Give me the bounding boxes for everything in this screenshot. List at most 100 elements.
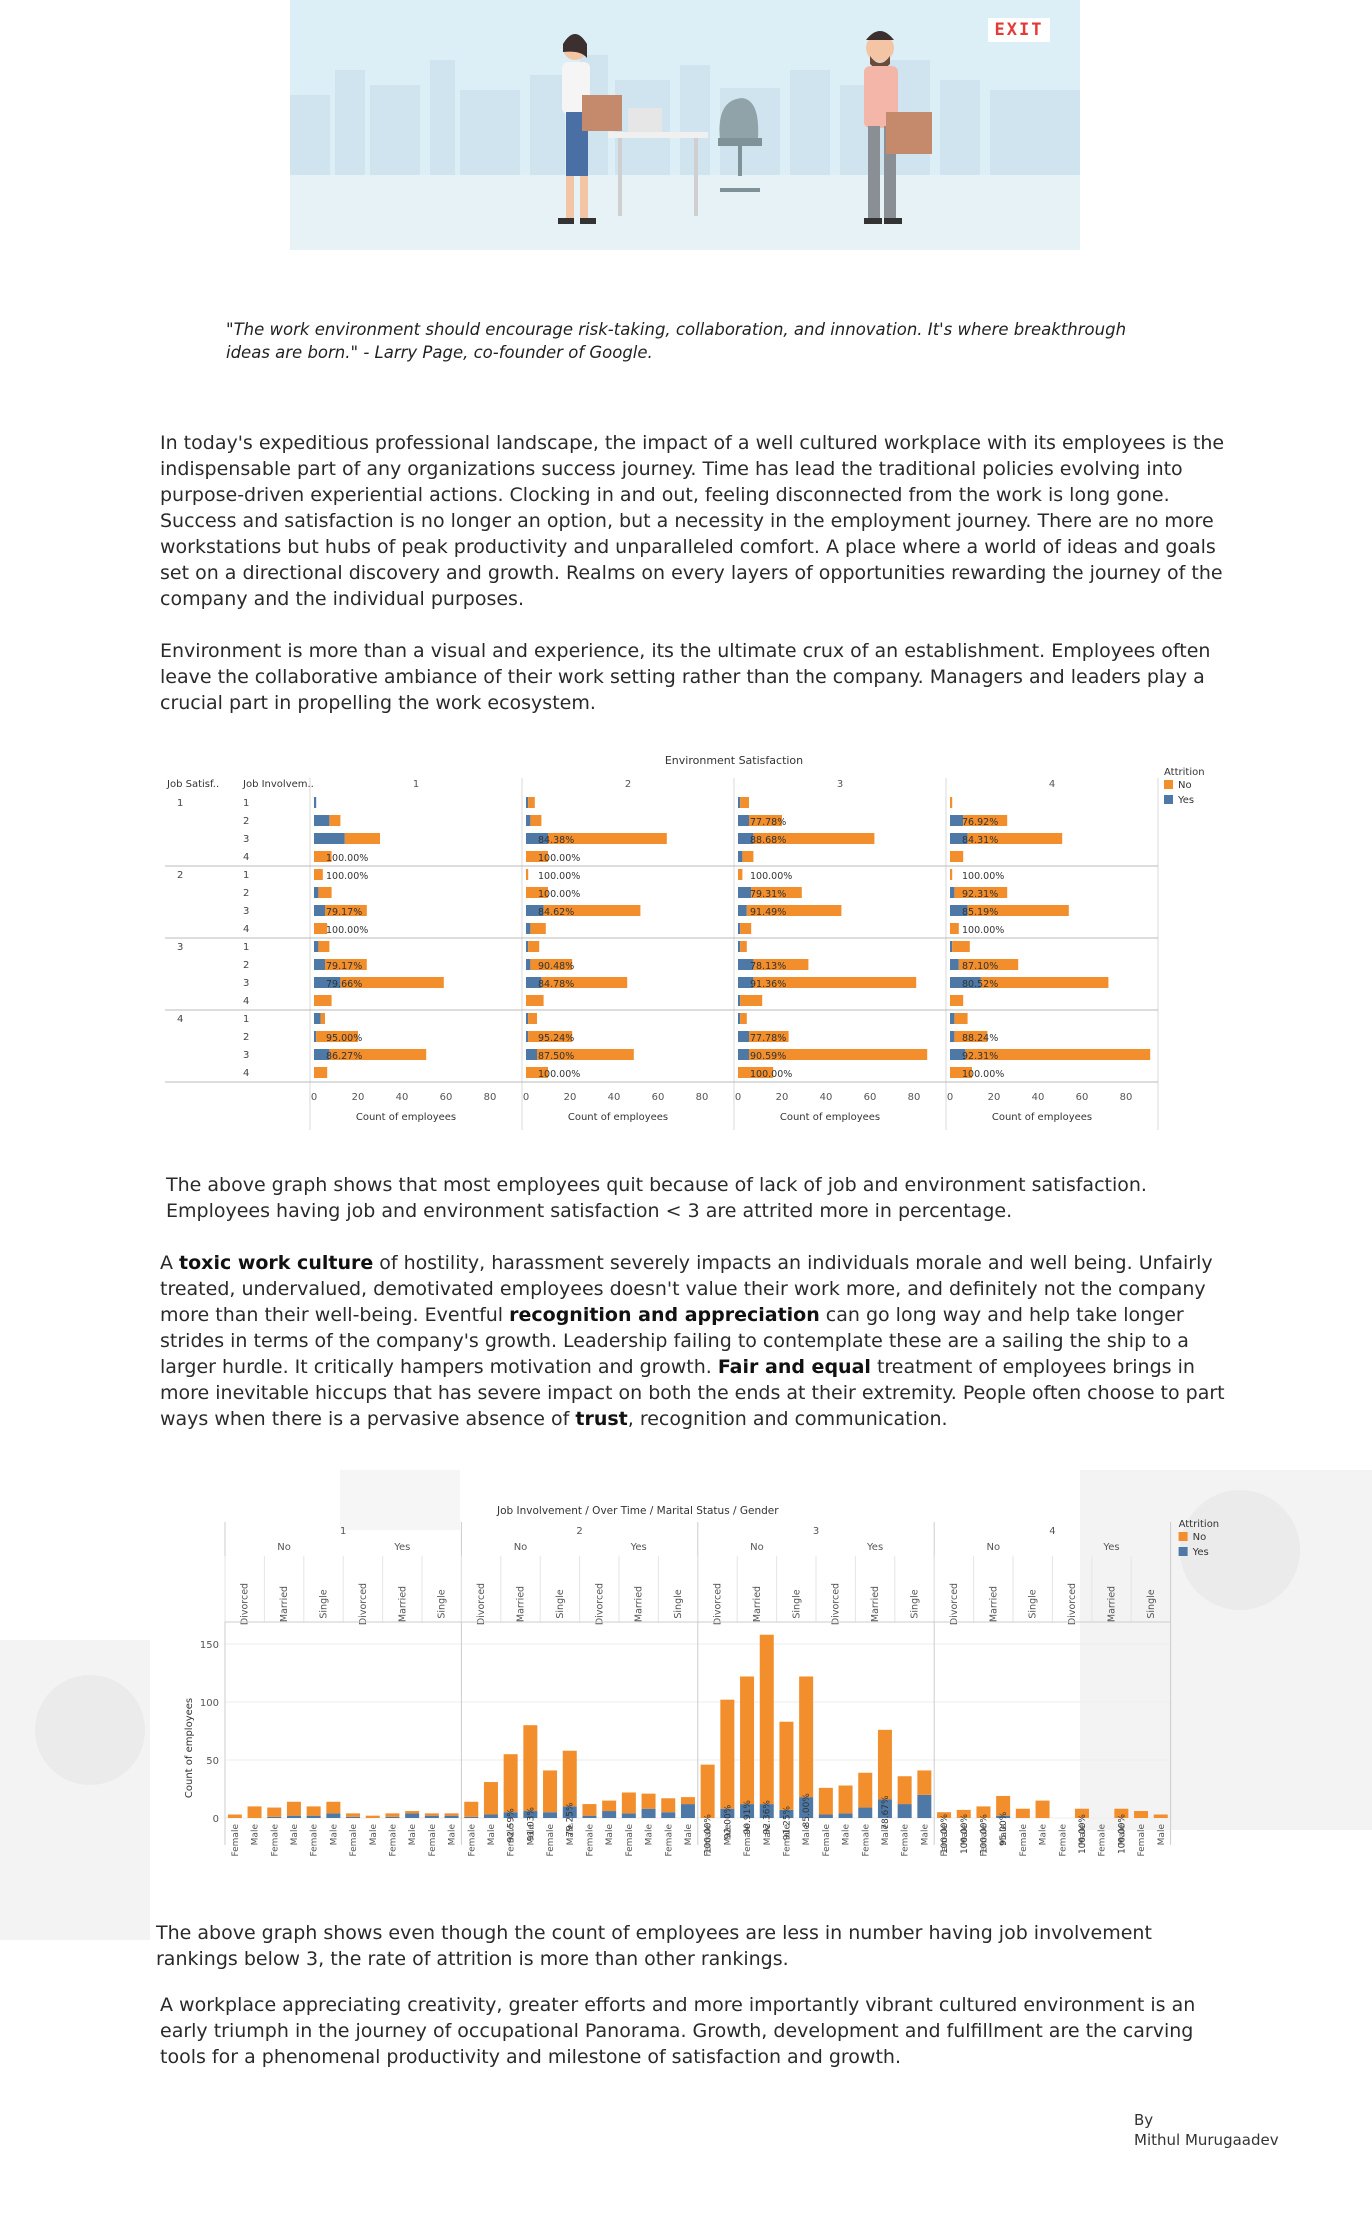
chart2-gender-label: Male [842,1824,852,1846]
chart2-bar-no [1074,1808,1089,1818]
chart2-bar-yes [720,1808,735,1818]
chart2-gender-label: Male [251,1824,261,1846]
chart1-row-group-label: 3 [177,942,183,953]
chart2-bar-no [424,1813,439,1816]
chart2-bar-no [858,1772,873,1808]
chart2-gender-label: Female [1019,1824,1029,1857]
chart1-row-label: 3 [243,834,249,845]
chart1-bar-yes [738,995,741,1006]
job-involvement-chart: Job Involvement / Over Time / Marital St… [184,1505,1220,1857]
chart2-gender-label: Male [1039,1824,1049,1846]
chart2-bar-yes [444,1815,459,1818]
chart2-overtime-header: Yes [866,1542,883,1553]
chart1-data-label: 95.24% [538,1033,574,1044]
chart2-bar-no [897,1776,912,1805]
chart1-row-label: 1 [243,798,249,809]
left-head-silhouette [35,1675,145,1785]
chart1-data-label: 79.17% [326,907,362,918]
office-exit-illustration [290,0,1080,250]
chart2-bar-no [267,1807,282,1817]
chart2-y-tick: 50 [206,1756,219,1767]
chart1-data-label: 79.66% [326,979,362,990]
chart2-bar-yes [562,1806,577,1818]
chart1-bar-yes [950,959,959,970]
chart2-bar-no [818,1787,833,1815]
chart2-data-label: 95.00% [999,1811,1009,1846]
culture-bold-4: trust [575,1408,628,1430]
chart2-bar-yes [996,1815,1011,1818]
chart1-bar-no [749,1049,928,1060]
chart2-marital-header: Divorced [1067,1583,1078,1625]
chart1-bar-no [753,959,809,970]
chart2-bar-no [877,1729,892,1800]
chart2-bar-yes [306,1815,321,1818]
chart1-x-tick: 0 [735,1092,741,1103]
chart1-data-label: 100.00% [326,871,368,882]
chart1-bar-yes [738,959,754,970]
chart2-bar-no [582,1804,597,1816]
chart1-row-group-label: 2 [177,870,183,881]
chart1-bar-yes [738,905,747,916]
chart2-marital-header: Married [752,1586,763,1622]
chart1-x-axis-label: Count of employees [568,1112,668,1123]
chart1-x-tick: 0 [523,1092,529,1103]
chart1-x-axis-label: Count of employees [356,1112,456,1123]
chart1-data-label: 100.00% [962,1069,1004,1080]
intro-paragraph-2: Environment is more than a visual and ex… [160,640,1211,714]
chart1-data-label: 91.49% [750,907,786,918]
chart2-gender-label: Female [822,1824,832,1857]
header-illustration [290,0,1080,250]
chart1-x-tick: 40 [1032,1092,1045,1103]
chart2-legend-swatch-no [1178,1532,1188,1541]
chart1-bar-yes [314,797,317,808]
chart1-bar-no [526,995,544,1006]
chart2-marital-header: Single [1146,1589,1157,1618]
chart2-bar-yes [621,1813,636,1818]
chart2-gender-label: Female [704,1824,714,1857]
chart1-bar-no [318,887,332,898]
chart1-data-label: 84.78% [538,979,574,990]
chart1-bar-no [950,995,964,1006]
chart1-data-label: 87.10% [962,961,998,972]
chart2-bar-yes [680,1804,695,1818]
chart2-data-label: 85.00% [802,1793,812,1828]
chart2-bar-no [543,1770,558,1813]
chart2-bar-yes [267,1816,282,1818]
chart1-bar-no [530,959,573,970]
chart2-gender-label: Female [507,1824,517,1857]
chart1-bar-no [950,851,964,862]
chart1-bar-no [740,797,749,808]
chart1-x-tick: 60 [652,1092,665,1103]
chart2-marital-header: Single [910,1589,921,1618]
chart2-marital-header: Married [1107,1586,1118,1622]
chart1-data-label: 84.31% [962,835,998,846]
chart2-bar-no [286,1801,301,1816]
chart1-title: Environment Satisfaction [665,754,803,767]
chart1-bar-yes [738,815,749,826]
chart1-bar-no [314,923,328,934]
chart2-data-label: 90.91% [743,1800,753,1835]
chart2-bar-no [306,1806,321,1816]
chart2-gender-label: Female [1058,1824,1068,1857]
chart1-data-label: 76.92% [962,817,998,828]
chart2-bar-yes [917,1794,932,1818]
chart2-bar-no [562,1750,577,1807]
chart1-x-tick: 20 [988,1092,1001,1103]
byline-by: By [1134,2111,1154,2129]
chart1-bar-no [340,977,444,988]
chart1-bar-no [749,1031,789,1042]
chart1-bar-yes [314,1013,321,1024]
woman-figure [558,34,622,224]
chart2-bar-no [996,1795,1011,1816]
chart1-bar-no [543,905,641,916]
chart2-bar-yes [897,1804,912,1818]
chart2-bar-no [917,1770,932,1795]
culture-text-4: treatment of employees brings in more in… [160,1356,1225,1430]
chart2-legend-title: Attrition [1179,1519,1220,1530]
chart2-bar-no [523,1725,538,1812]
chart1-x-tick: 20 [352,1092,365,1103]
desk-and-chair [608,98,762,216]
chart1-x-tick: 80 [696,1092,709,1103]
chart1-bar-yes [950,1049,966,1060]
chart2-overtime-header: No [750,1542,764,1553]
